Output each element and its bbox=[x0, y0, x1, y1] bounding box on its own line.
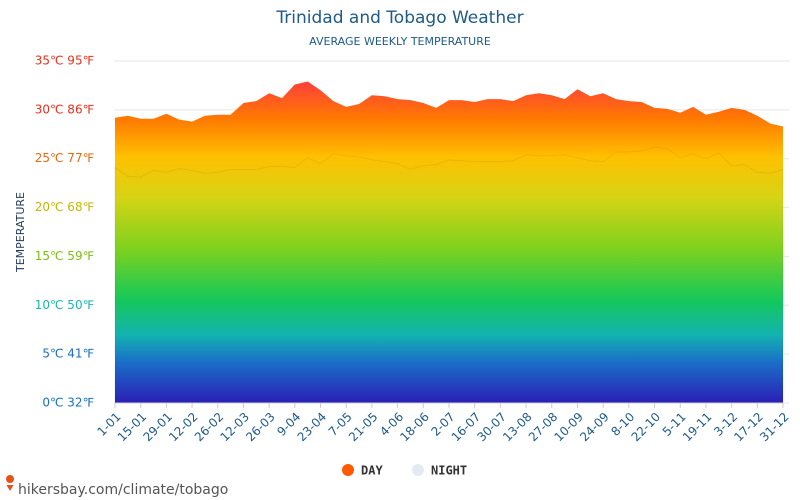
y-tick-label: 10℃ 50℉ bbox=[35, 298, 94, 312]
legend-marker bbox=[342, 464, 354, 476]
x-tick-label: 31-12 bbox=[757, 410, 792, 445]
y-tick-label: 5℃ 41℉ bbox=[42, 347, 94, 361]
y-tick-label: 0℃ 32℉ bbox=[42, 396, 94, 410]
legend-label: DAY bbox=[361, 464, 383, 478]
legend-marker bbox=[412, 464, 424, 476]
source: hikersbay.com/climate/tobago bbox=[18, 482, 228, 498]
x-tick-label: 23-04 bbox=[295, 410, 330, 445]
x-tick-label: 22-10 bbox=[629, 410, 664, 445]
x-tick-label: 21-05 bbox=[346, 410, 381, 445]
chart-subtitle: AVERAGE WEEKLY TEMPERATURE bbox=[309, 35, 491, 48]
x-tick-label: 26-03 bbox=[243, 410, 278, 445]
legend-label: NIGHT bbox=[431, 464, 467, 478]
y-tick-label: 35℃ 95℉ bbox=[35, 54, 94, 68]
y-tick-label: 25℃ 77℉ bbox=[35, 151, 94, 165]
y-tick-label: 15℃ 59℉ bbox=[35, 249, 94, 263]
legend-item[interactable]: DAY bbox=[342, 464, 383, 478]
x-tick-label: 19-11 bbox=[680, 410, 715, 445]
area-night bbox=[114, 146, 784, 404]
y-tick-label: 20℃ 68℉ bbox=[35, 200, 94, 214]
y-tick-label: 30℃ 86℉ bbox=[35, 102, 94, 116]
source-icon bbox=[6, 475, 15, 491]
legend-item[interactable]: NIGHT bbox=[412, 464, 467, 478]
x-tick-label: 24-09 bbox=[577, 410, 612, 445]
x-tick-label: 18-06 bbox=[397, 410, 432, 445]
chart-title: Trinidad and Tobago Weather bbox=[275, 8, 523, 28]
y-axis-label: TEMPERATURE bbox=[14, 192, 27, 273]
